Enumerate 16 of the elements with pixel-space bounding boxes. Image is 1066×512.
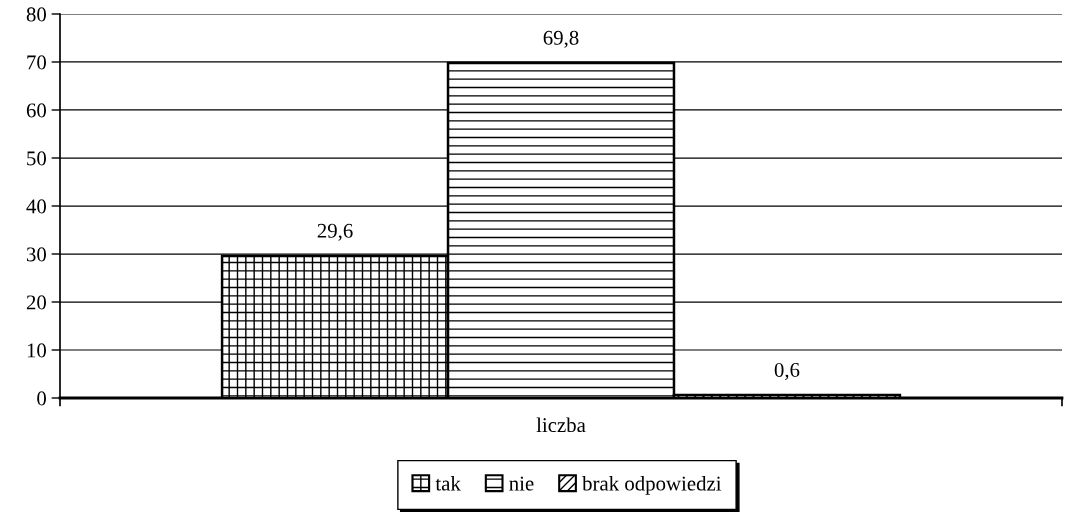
data-label: 0,6 <box>774 362 800 380</box>
data-label: 29,6 <box>317 223 353 241</box>
y-tick-label: 70 <box>27 55 47 70</box>
y-tick-label: 0 <box>37 391 47 406</box>
legend-label: nie <box>509 476 534 491</box>
y-tick-label: 80 <box>26 7 47 22</box>
legend-label: tak <box>435 475 461 491</box>
y-tick-label: 60 <box>26 103 47 118</box>
data-label: 69,8 <box>543 30 579 48</box>
y-tick-label: 20 <box>26 295 47 310</box>
x-tick-label: liczba <box>536 417 586 433</box>
y-tick-label: 30 <box>26 247 47 262</box>
y-tick-label: 50 <box>27 151 47 166</box>
legend-label: brak odpowiedzi <box>582 475 722 495</box>
y-tick-label: 10 <box>27 343 47 358</box>
y-tick-label: 40 <box>26 199 47 214</box>
